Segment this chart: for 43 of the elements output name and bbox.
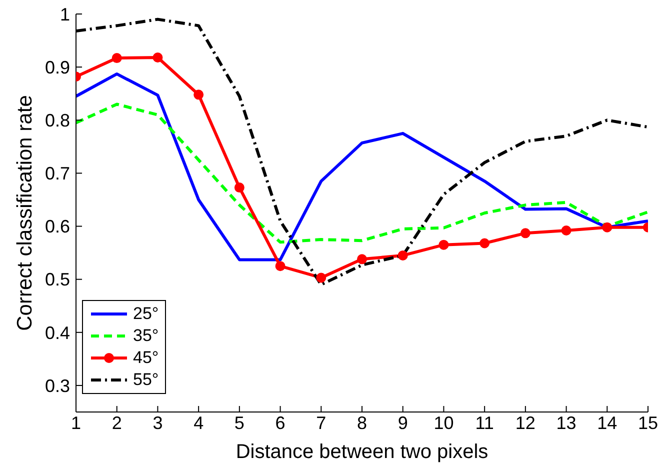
x-tick-label: 10 [434, 412, 454, 433]
point [438, 240, 449, 250]
legend-label: 25° [133, 304, 159, 324]
point [234, 182, 244, 193]
x-tick-label: 7 [316, 412, 326, 433]
point [112, 53, 122, 64]
point [480, 238, 490, 248]
x-axis-title: Distance between two pixels [236, 441, 488, 463]
y-tick-label: 0.6 [44, 216, 70, 237]
point [194, 90, 204, 100]
y-tick-label: 0.3 [44, 376, 70, 396]
x-tick-label: 6 [275, 412, 286, 433]
x-tick-label: 11 [475, 412, 494, 433]
point [520, 228, 530, 238]
line-series [76, 102, 648, 244]
point [357, 254, 367, 264]
point [152, 52, 163, 63]
x-tick-label: 5 [234, 412, 244, 433]
y-tick-label: 0.9 [44, 57, 70, 78]
x-tick-label: 4 [194, 412, 204, 433]
x-tick-label: 15 [638, 412, 658, 433]
y-tick-label: 0.7 [44, 164, 70, 184]
x-tick-label: 2 [112, 412, 122, 433]
x-tick-label: 3 [152, 412, 163, 433]
y-tick-label: 0.5 [44, 270, 70, 290]
x-tick-label: 12 [515, 412, 536, 433]
point [316, 272, 326, 283]
x-tick-label: 8 [356, 412, 368, 433]
x-tick-label: 14 [597, 412, 618, 433]
legend-label: 55° [133, 370, 159, 390]
point [398, 250, 408, 260]
point [602, 222, 612, 232]
legend-label: 45° [133, 348, 159, 368]
point [561, 226, 572, 236]
point [275, 261, 286, 272]
line-series [76, 72, 648, 262]
x-tick-label: 13 [556, 412, 576, 433]
y-tick-label: 0.4 [44, 322, 70, 343]
y-tick-label: 1 [60, 4, 70, 24]
y-axis-title: Correct classification rate [13, 95, 36, 331]
y-tick-label: 0.8 [44, 110, 70, 131]
legend-label: 35° [133, 326, 159, 346]
x-tick-label: 9 [398, 412, 408, 433]
